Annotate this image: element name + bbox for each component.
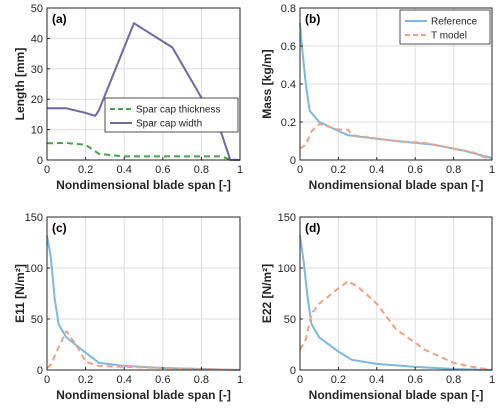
y-axis-label: Length [mm] bbox=[13, 48, 27, 121]
x-tick-label: 0.4 bbox=[117, 164, 132, 176]
y-tick-label: 50 bbox=[31, 314, 43, 326]
x-tick-label: 1 bbox=[237, 164, 243, 176]
y-tick-label: 0 bbox=[37, 365, 43, 377]
y-tick-label: 20 bbox=[31, 94, 43, 106]
y-axis-label: Mass [kg/m] bbox=[260, 49, 274, 118]
y-tick-label: 0.8 bbox=[281, 3, 296, 15]
y-tick-label: 50 bbox=[31, 3, 43, 15]
x-tick-label: 1 bbox=[237, 374, 243, 386]
x-tick-label: 0.8 bbox=[446, 374, 461, 386]
legend-entry: Spar cap width bbox=[136, 119, 202, 130]
y-tick-label: 150 bbox=[278, 212, 296, 224]
plot-area bbox=[47, 8, 240, 160]
y-tick-label: 100 bbox=[278, 263, 296, 275]
axes-frame bbox=[299, 216, 493, 371]
axes-frame bbox=[46, 216, 241, 371]
panel-tag: (b) bbox=[305, 12, 320, 26]
legend-entry: Spar cap thickness bbox=[136, 105, 221, 116]
y-tick-label: 10 bbox=[31, 125, 43, 137]
series-line-t-model bbox=[46, 330, 241, 371]
x-tick-label: 0.4 bbox=[369, 374, 384, 386]
x-tick-label: 0.8 bbox=[446, 164, 461, 176]
x-tick-label: 0.2 bbox=[78, 374, 93, 386]
y-tick-label: 0.4 bbox=[281, 79, 296, 91]
y-tick-label: 50 bbox=[284, 314, 296, 326]
x-axis-label: Nondimensional blade span [-] bbox=[309, 178, 484, 192]
x-tick-label: 0.4 bbox=[117, 374, 132, 386]
y-tick-label: 40 bbox=[31, 33, 43, 45]
plot-area bbox=[300, 217, 492, 370]
panel-tag: (a) bbox=[52, 12, 67, 26]
x-axis-label: Nondimensional blade span [-] bbox=[56, 388, 231, 402]
y-tick-label: 150 bbox=[25, 212, 43, 224]
x-axis-label: Nondimensional blade span [-] bbox=[309, 388, 484, 402]
y-tick-label: 0 bbox=[290, 155, 296, 167]
series-line-reference bbox=[299, 23, 493, 160]
series-line-reference bbox=[46, 235, 241, 371]
x-axis-label: Nondimensional blade span [-] bbox=[56, 178, 231, 192]
x-tick-label: 0 bbox=[44, 374, 50, 386]
x-tick-label: 0.6 bbox=[408, 374, 423, 386]
plot-area bbox=[47, 217, 240, 370]
series-line-thickness bbox=[46, 142, 241, 161]
x-tick-label: 1 bbox=[489, 374, 495, 386]
y-tick-label: 0 bbox=[37, 155, 43, 167]
x-tick-label: 1 bbox=[489, 164, 495, 176]
y-tick-label: 0 bbox=[290, 365, 296, 377]
x-tick-label: 0 bbox=[44, 164, 50, 176]
legend-entry: T model bbox=[431, 31, 467, 42]
panel-a: 0 0.2 0.4 0.6 0.8 101020304050Nondimensional … bbox=[13, 3, 243, 192]
panel-tag: (c) bbox=[52, 221, 67, 235]
legend bbox=[104, 97, 239, 133]
x-tick-label: 0.2 bbox=[331, 374, 346, 386]
x-tick-label: 0.2 bbox=[331, 164, 346, 176]
x-tick-label: 0 bbox=[297, 374, 303, 386]
x-tick-label: 0.8 bbox=[194, 374, 209, 386]
x-tick-label: 0.8 bbox=[194, 164, 209, 176]
y-tick-label: 0.2 bbox=[281, 117, 296, 129]
series-line-t-model bbox=[299, 280, 493, 371]
x-tick-label: 0.2 bbox=[78, 164, 93, 176]
series-line-reference bbox=[299, 235, 493, 371]
legend-entry: Reference bbox=[431, 17, 478, 28]
series-line-width bbox=[47, 22, 240, 161]
panel-c: 0 0.2 0.4 0.6 0.8 1 0 50 100 150 Nondimensional bl… bbox=[13, 212, 243, 402]
x-tick-label: 0 bbox=[297, 164, 303, 176]
axes-frame bbox=[46, 7, 241, 161]
series-line-t-model bbox=[299, 122, 493, 161]
y-tick-label: 100 bbox=[25, 263, 43, 275]
x-tick-label: 0.6 bbox=[155, 164, 170, 176]
panel-b: 0 0.2 0.4 0.6 0.8 1 0 0.2 0.4 0.6 0.8 Nondimensiona… bbox=[260, 3, 495, 192]
y-tick-label: 30 bbox=[31, 64, 43, 76]
x-tick-label: 0.6 bbox=[155, 374, 170, 386]
y-tick-label: 0.6 bbox=[281, 41, 296, 53]
y-axis-label: E11 [N/m²] bbox=[13, 264, 27, 323]
panel-d: 0 0.2 0.4 0.6 0.8 1 0 50 100 150 Nondimensional bl… bbox=[260, 212, 495, 402]
y-axis-label: E22 [N/m²] bbox=[260, 264, 274, 323]
x-tick-label: 0.4 bbox=[369, 164, 384, 176]
legend bbox=[399, 9, 491, 45]
panel-tag: (d) bbox=[305, 221, 320, 235]
x-tick-label: 0.6 bbox=[408, 164, 423, 176]
